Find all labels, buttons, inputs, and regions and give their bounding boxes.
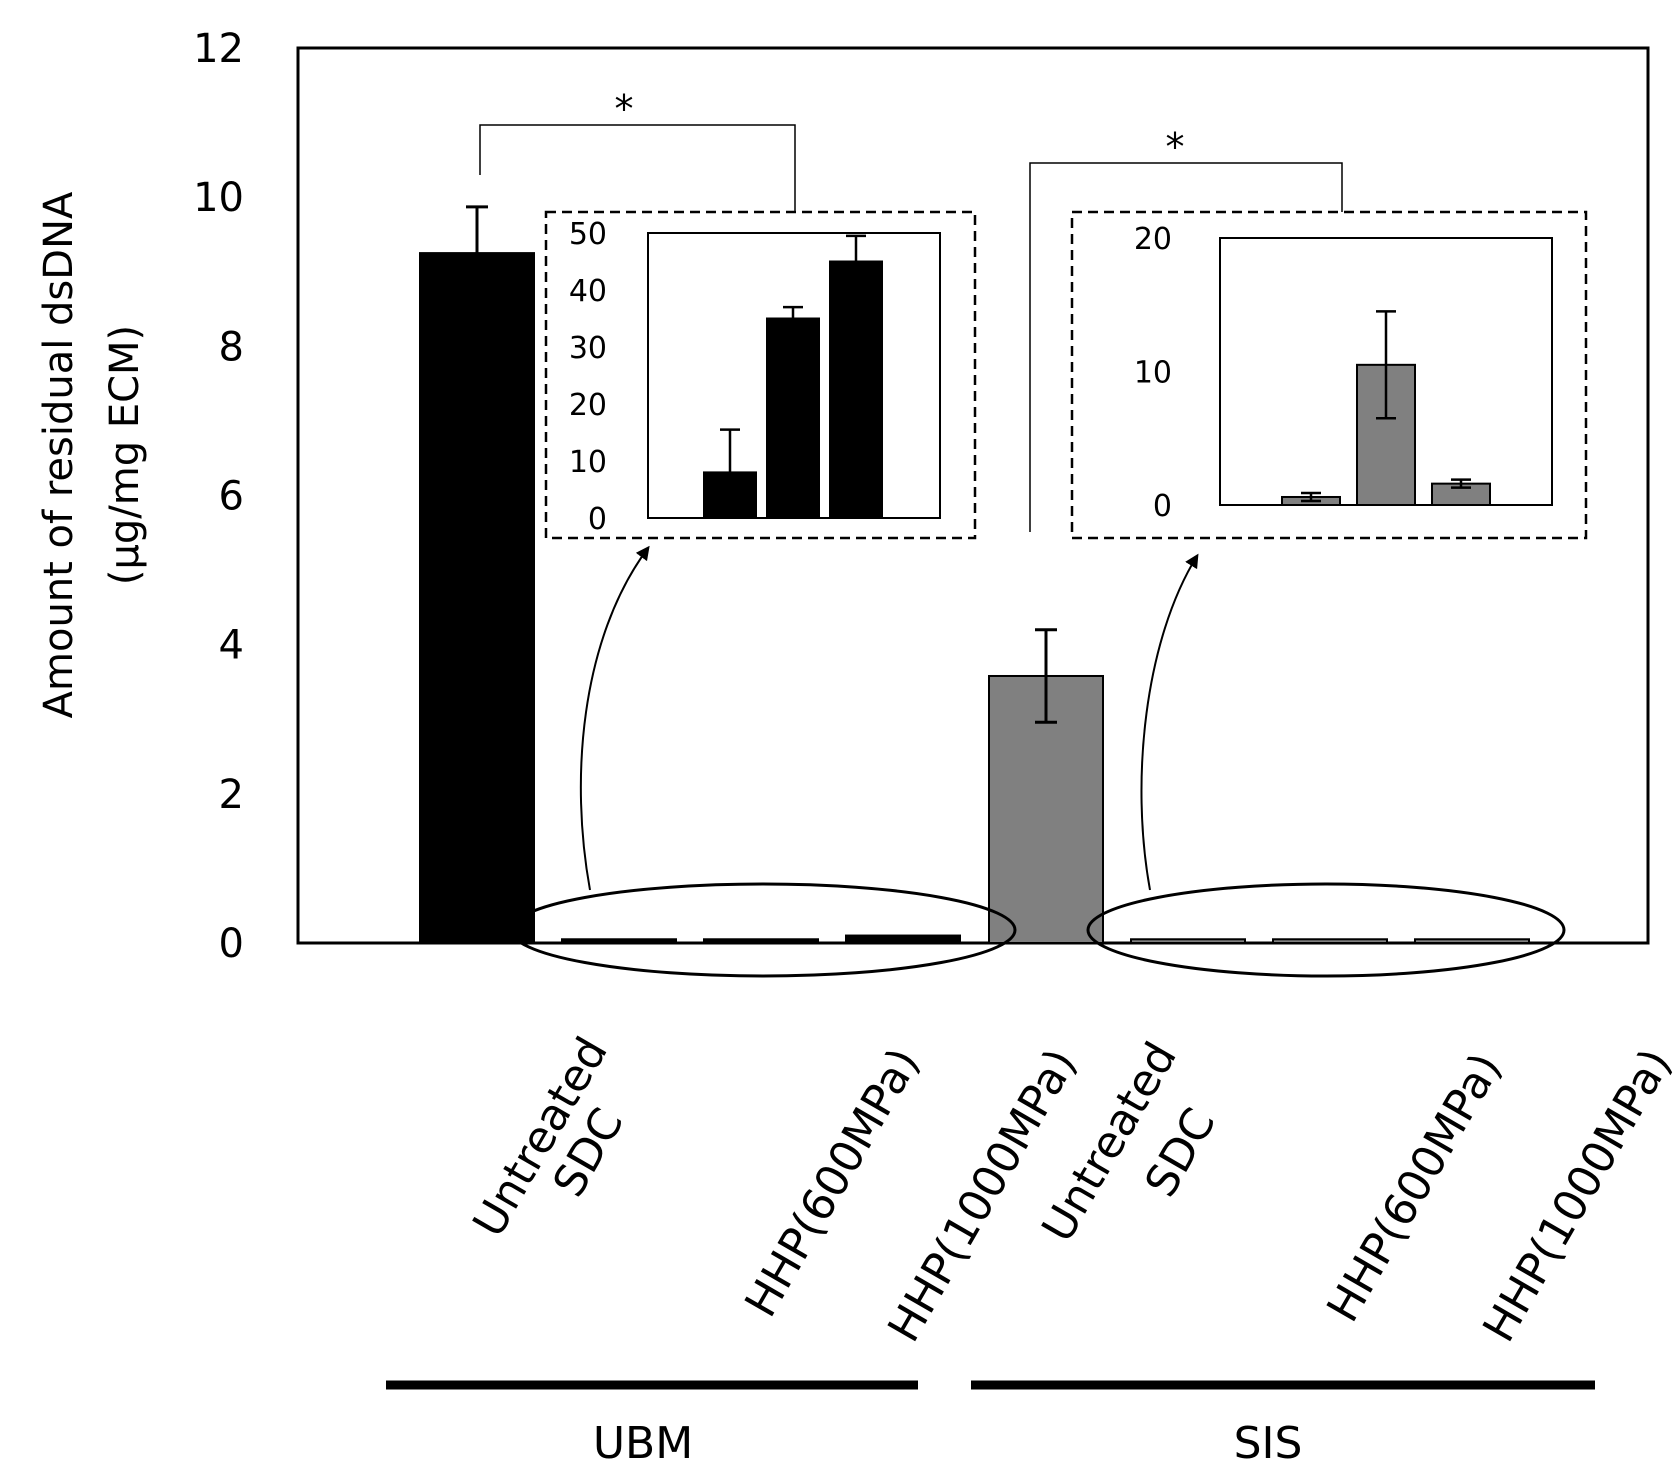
x-tick-label: HHP(1000MPa) xyxy=(1473,1041,1676,1351)
y-tick-label: 12 xyxy=(193,26,244,72)
bar xyxy=(703,938,819,944)
y-tick-label: 0 xyxy=(219,921,244,967)
bar xyxy=(1130,938,1246,944)
inset-y-tick-label: 50 xyxy=(569,217,607,252)
inset-y-tick-label: 10 xyxy=(1134,356,1172,391)
bar xyxy=(1414,938,1530,944)
inset-bar xyxy=(766,317,820,519)
bar xyxy=(1272,938,1388,944)
arrow-to-inset-ubm xyxy=(579,545,650,891)
significance-star-ubm: * xyxy=(615,87,634,131)
inset-ubm: 0 10 20 30 40 50 xyxy=(569,217,941,537)
plot-area xyxy=(296,46,1650,945)
x-tick-label: HHP(600MPa) xyxy=(1317,1045,1511,1331)
inset-y-tick-label: 20 xyxy=(569,388,607,423)
y-axis: 0 2 4 6 8 10 12 xyxy=(193,26,244,967)
significance-bracket-sis xyxy=(1029,162,1343,532)
y-tick-label: 6 xyxy=(219,474,244,520)
y-tick-label: 10 xyxy=(193,175,244,221)
y-axis-label: Amount of residual dsDNA xyxy=(36,191,82,718)
inset-y-tick-label: 10 xyxy=(569,445,607,480)
y-axis-label-units: (µg/mg ECM) xyxy=(102,325,148,585)
group-label-ubm: UBM xyxy=(593,1418,693,1469)
inset-sis: 0 10 20 xyxy=(1134,222,1553,524)
inset-y-tick-label: 30 xyxy=(569,331,607,366)
y-tick-label: 2 xyxy=(219,772,244,818)
y-tick-label: 8 xyxy=(219,324,244,370)
bar xyxy=(561,938,677,944)
inset-y-tick-label: 0 xyxy=(1153,489,1172,524)
inset-y-tick-label: 20 xyxy=(1134,222,1172,257)
significance-star-sis: * xyxy=(1166,125,1185,169)
inset-y-tick-label: 40 xyxy=(569,274,607,309)
inset-y-tick-label: 0 xyxy=(588,502,607,537)
group-label-sis: SIS xyxy=(1234,1418,1303,1469)
y-tick-label: 4 xyxy=(219,623,244,669)
bar xyxy=(845,934,961,945)
arrow-to-inset-sis xyxy=(1140,553,1199,891)
significance-bracket-ubm xyxy=(479,124,796,212)
highlight-ellipse-sis xyxy=(1086,882,1566,978)
inset-bar xyxy=(829,260,883,519)
bars xyxy=(419,205,1530,945)
highlight-ellipse-ubm xyxy=(509,882,1017,978)
bar xyxy=(419,252,535,944)
x-tick-label: HHP(600MPa) xyxy=(735,1040,929,1326)
